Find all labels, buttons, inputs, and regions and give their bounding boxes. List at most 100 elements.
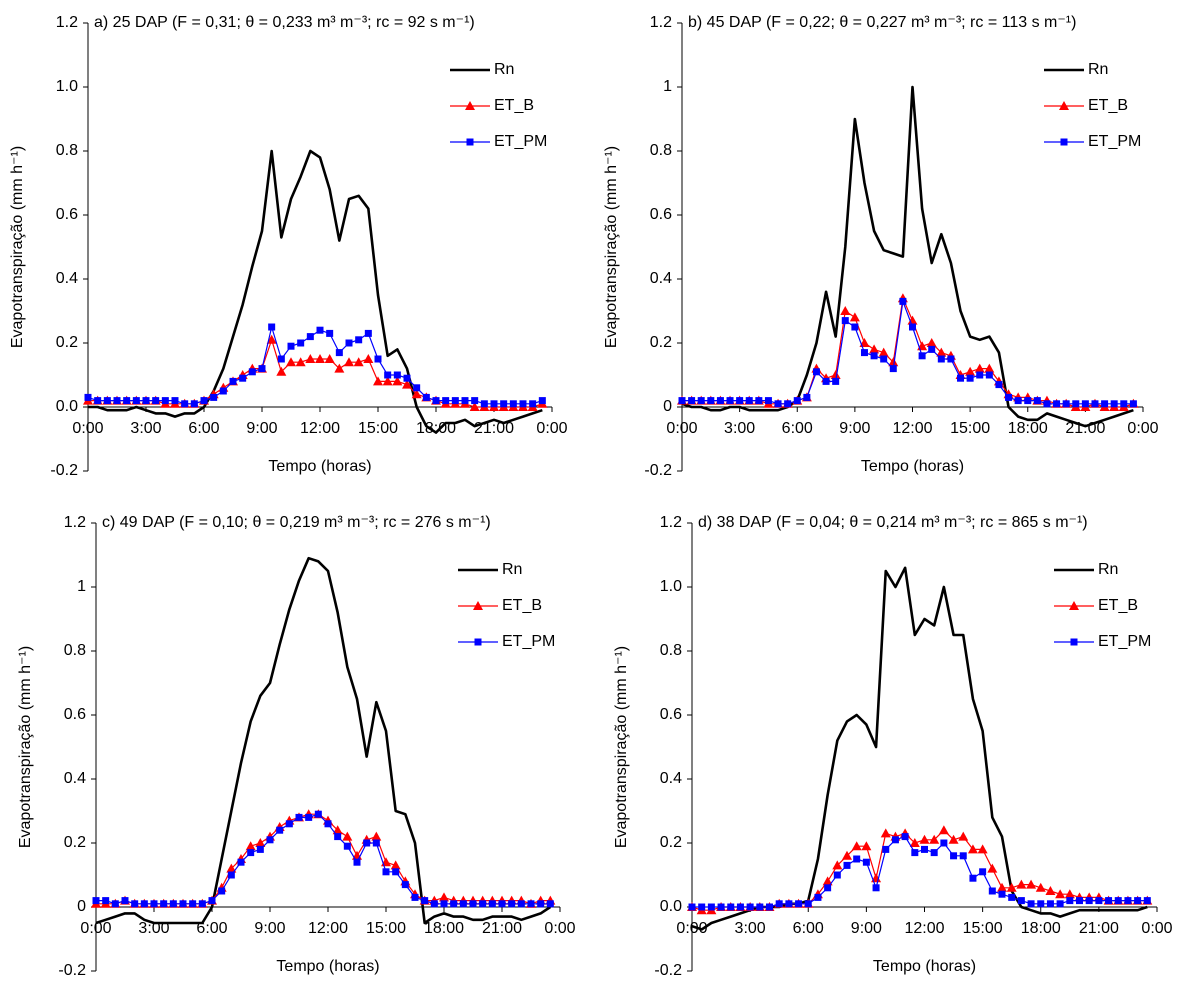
marker bbox=[1062, 400, 1070, 408]
marker bbox=[1008, 893, 1016, 901]
marker bbox=[332, 825, 343, 835]
marker bbox=[766, 903, 773, 911]
x-tick-label: 9:00 bbox=[254, 920, 285, 937]
marker bbox=[517, 900, 525, 908]
legend-marker bbox=[1060, 138, 1068, 146]
marker bbox=[726, 397, 734, 405]
legend-label: ET_B bbox=[502, 597, 542, 614]
marker bbox=[538, 397, 546, 405]
marker bbox=[888, 357, 899, 367]
marker bbox=[84, 393, 92, 401]
marker bbox=[928, 345, 936, 353]
marker bbox=[830, 370, 841, 379]
marker bbox=[411, 893, 419, 901]
marker bbox=[851, 323, 859, 331]
y-tick-label: 1.2 bbox=[64, 514, 86, 531]
marker bbox=[440, 900, 448, 908]
marker bbox=[1105, 897, 1113, 905]
x-tick-label: 21:00 bbox=[1079, 920, 1119, 937]
marker bbox=[198, 900, 206, 908]
marker bbox=[930, 849, 938, 857]
marker bbox=[957, 374, 965, 382]
marker bbox=[353, 858, 361, 866]
marker bbox=[1066, 897, 1074, 905]
marker bbox=[102, 897, 110, 905]
marker bbox=[442, 397, 450, 405]
x-tick-label: 0:00 bbox=[676, 920, 707, 937]
marker bbox=[131, 900, 139, 908]
marker bbox=[793, 397, 801, 405]
marker bbox=[697, 397, 705, 405]
chart-title: a) 25 DAP (F = 0,31; θ = 0,233 m³ m⁻³; r… bbox=[94, 14, 475, 31]
x-axis-label: Tempo (horas) bbox=[861, 458, 964, 475]
marker bbox=[258, 365, 266, 373]
marker bbox=[479, 900, 487, 908]
marker bbox=[977, 844, 988, 854]
marker bbox=[527, 900, 535, 908]
y-tick-label: 0.8 bbox=[660, 642, 682, 659]
y-tick-label: 0.8 bbox=[56, 142, 78, 159]
marker bbox=[1120, 400, 1128, 408]
marker bbox=[861, 841, 872, 851]
legend-marker bbox=[1069, 601, 1079, 610]
legend-marker bbox=[1059, 101, 1069, 110]
y-tick-label: 0.2 bbox=[56, 334, 78, 351]
marker bbox=[189, 900, 197, 908]
marker bbox=[1037, 900, 1045, 908]
legend-label: Rn bbox=[494, 61, 514, 78]
marker bbox=[306, 333, 314, 341]
marker bbox=[355, 336, 363, 344]
marker bbox=[402, 379, 412, 389]
marker bbox=[988, 887, 996, 895]
marker bbox=[909, 323, 916, 331]
marker bbox=[334, 833, 342, 841]
y-tick-label: 0.6 bbox=[660, 706, 682, 723]
marker bbox=[918, 352, 926, 360]
x-tick-label: 12:00 bbox=[300, 420, 340, 437]
y-tick-label: 1.2 bbox=[650, 14, 672, 31]
marker bbox=[266, 836, 274, 844]
marker bbox=[248, 368, 256, 376]
marker bbox=[774, 400, 782, 408]
marker bbox=[1055, 889, 1066, 899]
marker bbox=[469, 900, 477, 908]
legend-marker bbox=[1070, 638, 1078, 646]
marker bbox=[1095, 897, 1103, 905]
x-tick-label: 15:00 bbox=[963, 920, 1003, 937]
marker bbox=[382, 868, 390, 876]
marker bbox=[869, 344, 880, 354]
marker bbox=[929, 834, 940, 844]
marker bbox=[421, 897, 429, 905]
marker bbox=[219, 387, 227, 395]
marker bbox=[843, 861, 851, 869]
marker bbox=[459, 900, 467, 908]
x-tick-label: 0:00 bbox=[1141, 920, 1172, 937]
marker bbox=[1026, 879, 1037, 889]
marker bbox=[169, 900, 177, 908]
legend-label: ET_B bbox=[494, 97, 534, 114]
marker bbox=[326, 329, 334, 337]
marker bbox=[1046, 900, 1054, 908]
marker bbox=[403, 374, 411, 382]
marker bbox=[832, 860, 843, 870]
marker bbox=[997, 882, 1007, 892]
y-tick-label: -0.2 bbox=[654, 962, 682, 979]
marker bbox=[529, 400, 537, 408]
marker bbox=[509, 400, 517, 408]
marker bbox=[353, 357, 364, 367]
marker bbox=[498, 900, 506, 908]
x-tick-label: 0:00 bbox=[80, 920, 111, 937]
marker bbox=[784, 400, 792, 408]
series-line bbox=[96, 813, 551, 905]
marker bbox=[266, 334, 277, 344]
marker bbox=[880, 355, 888, 363]
marker bbox=[1053, 400, 1061, 408]
marker bbox=[907, 315, 918, 325]
marker bbox=[959, 852, 967, 860]
marker bbox=[736, 397, 744, 405]
y-tick-label: 1.2 bbox=[660, 514, 682, 531]
marker bbox=[171, 397, 179, 405]
panel: -0.2 0 0.2 0.4 0.6 0.8 1 1.2 0:00 3:00 6:00 9:00 12:… bbox=[17, 514, 575, 979]
series-line bbox=[681, 85, 1134, 428]
marker bbox=[392, 868, 400, 876]
